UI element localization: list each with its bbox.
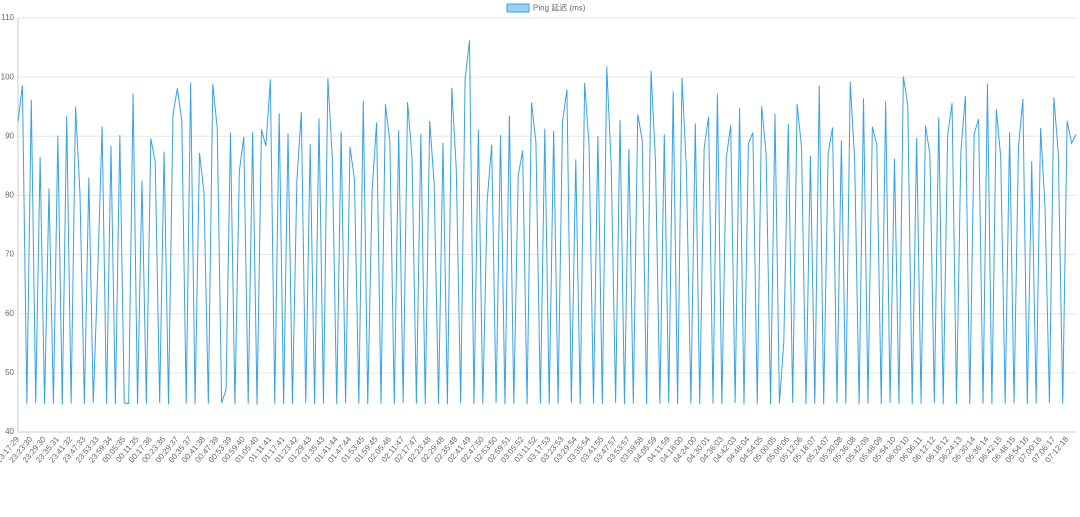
legend-swatch[interactable]	[506, 3, 530, 13]
y-tick-label: 90	[5, 131, 14, 140]
y-tick-label: 70	[5, 250, 14, 259]
y-tick-label: 100	[1, 72, 15, 81]
legend-label[interactable]: Ping 延迟 (ms)	[533, 3, 586, 13]
y-tick-label: 110	[1, 13, 14, 22]
y-tick-label: 80	[5, 191, 14, 200]
y-tick-label: 50	[5, 368, 14, 377]
y-tick-label: 60	[5, 309, 14, 318]
line-series	[17, 40, 1077, 405]
y-tick-label: 40	[5, 427, 14, 436]
